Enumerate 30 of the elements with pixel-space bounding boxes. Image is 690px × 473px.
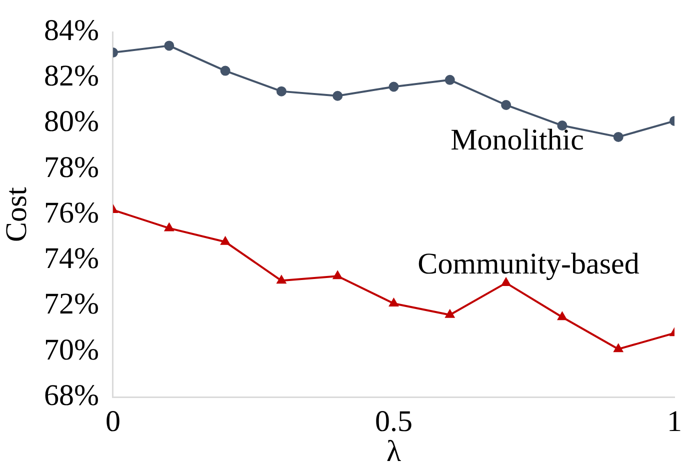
point — [164, 223, 174, 232]
x-tick-label: 1 — [667, 404, 682, 438]
y-tick-label: 78% — [44, 150, 99, 184]
y-tick-label: 74% — [44, 242, 99, 275]
point — [276, 276, 286, 284]
point — [613, 132, 624, 142]
x-tick-label: 0 — [105, 404, 120, 438]
y-tick-label: 80% — [44, 105, 99, 138]
y-axis-title: Cost — [0, 186, 33, 242]
point — [276, 86, 286, 96]
series-label: Monolithic — [450, 123, 584, 156]
point — [164, 40, 174, 51]
series-label: Community-based — [418, 247, 640, 280]
point — [333, 271, 342, 280]
point — [220, 236, 230, 245]
point — [388, 82, 399, 92]
point — [445, 310, 454, 318]
y-tick-label: 70% — [44, 333, 99, 366]
point — [220, 66, 230, 76]
point — [501, 100, 512, 110]
y-tick-label: 84% — [44, 14, 99, 47]
point — [444, 74, 455, 85]
point — [332, 90, 343, 101]
y-tick-label: 76% — [44, 196, 99, 230]
y-tick-label: 68% — [44, 378, 99, 412]
y-tick-label: 82% — [44, 60, 99, 92]
point — [614, 344, 623, 352]
point — [389, 298, 398, 306]
point — [558, 312, 567, 320]
y-tick-label: 72% — [44, 288, 99, 321]
